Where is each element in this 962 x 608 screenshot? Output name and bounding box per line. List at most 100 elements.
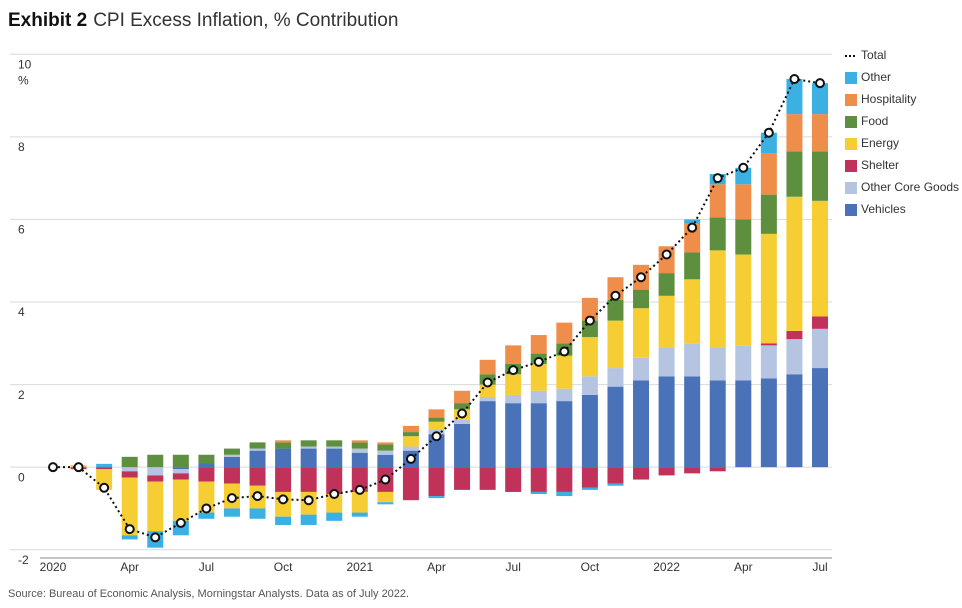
legend-label: Total — [861, 48, 886, 62]
bar-segment — [812, 114, 828, 152]
bar-segment — [454, 419, 471, 424]
total-marker — [508, 365, 519, 376]
bar-segment — [581, 297, 598, 321]
bar-segment — [607, 386, 624, 468]
bar-segment — [786, 196, 803, 331]
legend-label: Food — [861, 114, 888, 128]
bar-segment — [351, 512, 368, 517]
bar-segment — [147, 467, 164, 476]
bar-segment — [684, 223, 701, 253]
bar-segment — [454, 467, 471, 490]
bar-segment — [300, 467, 317, 492]
bar-segment — [760, 153, 777, 195]
bar-segment — [428, 496, 445, 499]
bar-segment — [556, 322, 573, 344]
bar-segment — [223, 454, 240, 457]
bar-segment — [581, 376, 598, 395]
bar-segment — [402, 467, 419, 501]
bar-segment — [581, 487, 598, 490]
bar-segment — [172, 473, 189, 480]
total-marker — [738, 162, 749, 173]
bar-segment — [96, 463, 113, 468]
legend-swatch — [845, 94, 857, 106]
x-tick-label: Apr — [427, 560, 446, 574]
bar-segment — [198, 467, 215, 482]
bar-segment — [249, 467, 266, 486]
bar-segment — [147, 454, 164, 468]
bar-segment — [454, 403, 471, 410]
legend-swatch — [845, 138, 857, 150]
x-tick-label: 2022 — [653, 560, 680, 574]
bar-segment — [607, 320, 624, 369]
bar-segment — [505, 374, 522, 395]
total-marker — [584, 315, 595, 326]
legend-swatch — [845, 182, 857, 194]
total-marker — [73, 462, 84, 473]
bar-segment — [633, 380, 650, 468]
bar-segment — [735, 345, 752, 381]
x-tick-label: 2021 — [346, 560, 373, 574]
total-marker — [201, 503, 212, 514]
bar-segment — [786, 79, 803, 115]
bar-segment — [556, 355, 573, 389]
bar-segment — [377, 450, 394, 455]
total-marker — [789, 74, 800, 85]
bar-segment — [658, 347, 675, 377]
total-marker — [763, 127, 774, 138]
bar-segment — [249, 448, 266, 451]
total-marker — [380, 474, 391, 485]
bar-segment — [786, 330, 803, 340]
bar-segment — [428, 434, 445, 468]
total-marker — [99, 482, 110, 493]
bar-segment — [581, 467, 598, 488]
bar-segment — [275, 448, 292, 468]
bar-segment — [121, 467, 138, 472]
total-marker — [815, 78, 825, 89]
bar-segment — [735, 184, 752, 220]
total-marker — [303, 495, 314, 506]
bar-segment — [684, 219, 701, 224]
bar-segment — [300, 446, 317, 449]
bar-segment — [684, 279, 701, 344]
bar-segment — [735, 167, 752, 185]
bar-segment — [198, 463, 215, 468]
bar-segment — [530, 335, 547, 354]
bar-segment — [812, 368, 828, 468]
bar-segment — [735, 219, 752, 255]
bar-segment — [607, 483, 624, 486]
bar-segment — [530, 363, 547, 391]
bar-segment — [581, 394, 598, 468]
bar-segment — [275, 442, 292, 449]
bar-segment — [402, 425, 419, 433]
x-tick-label: 2020 — [40, 560, 67, 574]
total-marker — [150, 532, 161, 543]
legend-swatch — [845, 204, 857, 216]
x-tick-label: Oct — [581, 560, 600, 574]
bar-segment — [121, 535, 138, 540]
bar-segment — [121, 471, 138, 478]
bar-segment — [658, 467, 675, 476]
y-tick-label: -2 — [18, 553, 29, 567]
bar-segment — [505, 403, 522, 468]
total-marker — [278, 494, 289, 505]
bar-segment — [326, 467, 343, 494]
bar-segment — [530, 467, 547, 492]
bar-segment — [684, 467, 701, 474]
total-marker — [252, 491, 263, 502]
bar-segment — [172, 454, 189, 468]
legend-label: Other Core Goods — [861, 180, 959, 194]
bar-segment — [223, 467, 240, 484]
bar-segment — [351, 491, 368, 513]
x-tick-label: Jul — [812, 560, 827, 574]
bar-segment — [147, 481, 164, 532]
y-tick-label: 4 — [18, 305, 25, 319]
bar-segment — [530, 491, 547, 494]
bar-segment — [428, 467, 445, 497]
bar-segment — [454, 390, 471, 404]
bar-segment — [812, 328, 828, 369]
x-tick-label: Jul — [506, 560, 521, 574]
y-tick-label: 10 — [18, 57, 32, 71]
bar-segment — [556, 388, 573, 402]
legend-label: Shelter — [861, 158, 899, 172]
bar-segment — [377, 454, 394, 468]
